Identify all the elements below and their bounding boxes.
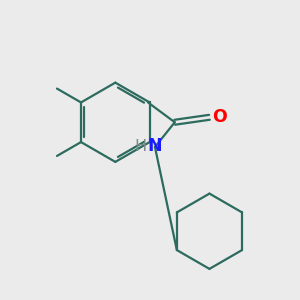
Text: O: O xyxy=(212,108,227,126)
Text: N: N xyxy=(148,137,162,155)
Text: H: H xyxy=(134,139,146,154)
